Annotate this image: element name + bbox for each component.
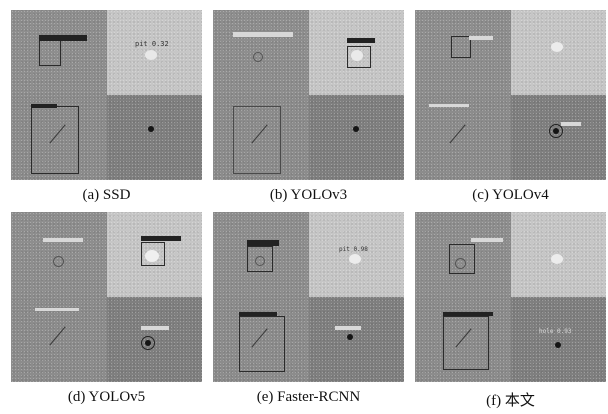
panel-image — [11, 212, 202, 382]
detection-label-bar — [39, 35, 87, 41]
detection-box — [239, 316, 285, 372]
pit-spot — [347, 334, 353, 340]
panel-caption: (b) YOLOv3 — [269, 187, 348, 203]
detection-label-bar — [247, 240, 279, 246]
detection-text: pit 0.32 — [135, 40, 169, 48]
detection-label-bar — [469, 36, 493, 40]
panel-d: (d) YOLOv5 — [11, 212, 202, 405]
detection-label-bar — [429, 104, 469, 107]
panel-caption: (d) YOLOv5 — [67, 389, 146, 405]
detection-box — [451, 36, 471, 58]
pit-spot — [353, 126, 359, 132]
detection-box — [449, 244, 475, 274]
detection-label-bar — [35, 308, 79, 311]
panel-e: pit 0.98 (e) Faster-RCNN — [213, 212, 404, 405]
detection-label-bar — [141, 236, 181, 241]
detection-box — [443, 316, 489, 370]
panel-b: (b) YOLOv3 — [213, 10, 404, 203]
detection-label-bar — [443, 312, 493, 316]
detection-label-bar — [347, 38, 375, 43]
detection-box — [141, 242, 165, 266]
detection-box — [347, 46, 371, 68]
pit-spot — [553, 128, 559, 134]
panel-f: hole 0.93 (f) 本文 — [415, 212, 606, 409]
panel-caption: (a) SSD — [82, 187, 131, 203]
panel-image: pit 0.98 — [213, 212, 404, 382]
detection-label-bar — [43, 238, 83, 242]
detection-box — [247, 246, 273, 272]
detection-label-bar — [561, 122, 581, 126]
detection-label-bar — [239, 312, 277, 316]
detection-label-bar — [335, 326, 361, 330]
detection-box — [233, 106, 281, 174]
detection-text: pit 0.98 — [339, 246, 368, 253]
panel-caption: (f) 本文 — [486, 393, 535, 409]
detection-label-bar — [141, 326, 169, 330]
detection-box — [39, 40, 61, 66]
detection-box — [31, 106, 79, 174]
detection-label-bar — [471, 238, 503, 242]
panel-c: (c) YOLOv4 — [415, 10, 606, 203]
pit-spot — [555, 342, 561, 348]
detection-label-bar — [31, 104, 57, 108]
detection-label-bar — [233, 32, 293, 37]
panel-image — [213, 10, 404, 180]
pit-spot — [145, 340, 151, 346]
detection-text: hole 0.93 — [539, 328, 572, 335]
panel-caption: (c) YOLOv4 — [472, 187, 549, 203]
panel-image: hole 0.93 — [415, 212, 606, 382]
panel-a: pit 0.32 (a) SSD — [11, 10, 202, 203]
panel-image — [415, 10, 606, 180]
panel-image: pit 0.32 — [11, 10, 202, 180]
panel-caption: (e) Faster-RCNN — [256, 389, 361, 405]
pit-spot — [148, 126, 154, 132]
